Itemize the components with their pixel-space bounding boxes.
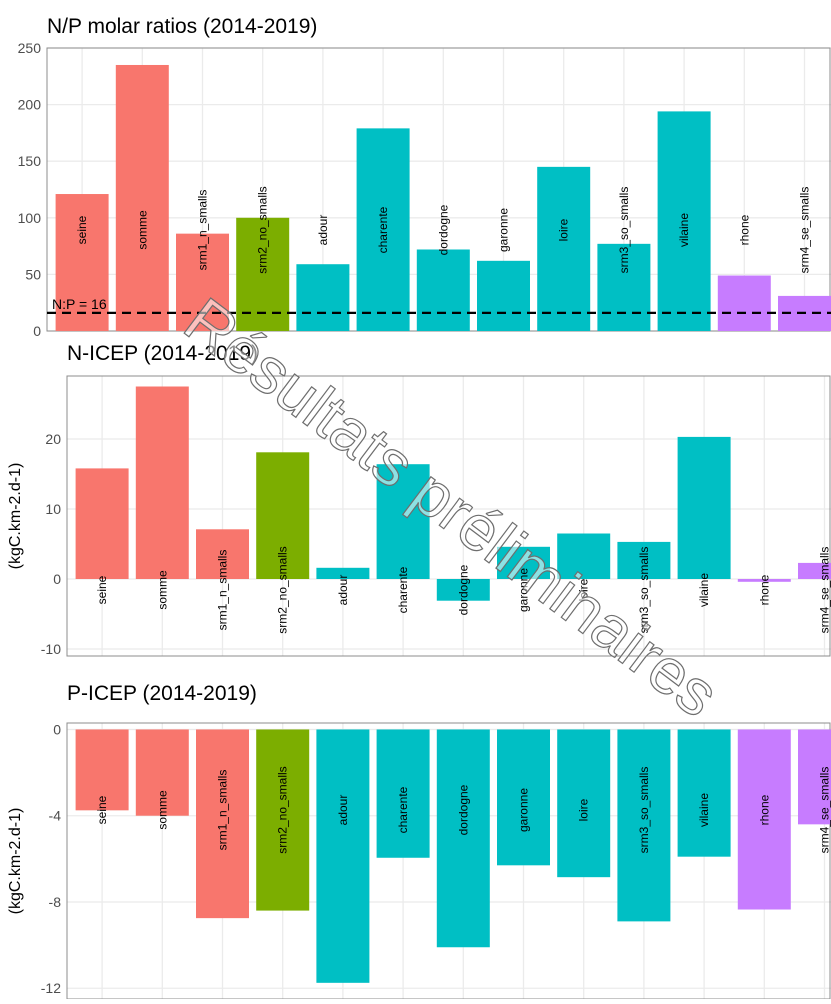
category-label: seine <box>95 575 109 604</box>
category-label: rhone <box>757 794 771 825</box>
panel-title: P-ICEP (2014-2019) <box>67 682 257 705</box>
category-label: srm3_so_smalls <box>617 187 631 274</box>
y-tick-label: 50 <box>25 266 41 282</box>
category-label: adour <box>316 215 330 246</box>
category-label: vilaine <box>697 793 711 827</box>
bar-adour <box>296 264 349 331</box>
y-tick-label: 10 <box>45 501 61 517</box>
category-label: somme <box>155 570 169 610</box>
category-label: somme <box>135 210 149 250</box>
category-label: srm4_se_smalls <box>818 547 831 634</box>
category-label: loire <box>577 798 591 821</box>
category-label: adour <box>336 575 350 606</box>
y-tick-label: 0 <box>53 571 61 587</box>
category-label: dordogne <box>456 564 470 615</box>
category-label: srm2_no_smalls <box>276 546 290 633</box>
y-axis-label: (kgC.km-2.d-1) <box>7 808 24 915</box>
category-label: vilaine <box>697 573 711 607</box>
category-label: srm3_so_smalls <box>637 767 651 854</box>
category-label: rhone <box>757 574 771 605</box>
bar-dordogne <box>417 249 470 331</box>
bar-loire <box>537 167 590 331</box>
reference-line-label: N:P = 16 <box>52 296 107 312</box>
category-label: adour <box>336 795 350 826</box>
y-tick-label: 0 <box>53 721 61 737</box>
category-label: garonne <box>497 208 511 252</box>
category-label: charente <box>396 566 410 613</box>
y-tick-label: -8 <box>49 894 62 910</box>
category-label: somme <box>155 790 169 830</box>
y-tick-label: 150 <box>18 153 42 169</box>
bar-somme <box>116 65 169 331</box>
category-label: loire <box>557 218 571 241</box>
category-label: seine <box>95 795 109 824</box>
category-label: rhone <box>737 214 751 245</box>
y-tick-label: 20 <box>45 431 61 447</box>
y-tick-label: 100 <box>18 210 42 226</box>
category-label: vilaine <box>677 213 691 247</box>
category-label: srm2_no_smalls <box>256 186 270 273</box>
y-tick-label: -10 <box>41 641 61 657</box>
y-tick-label: -12 <box>41 980 61 996</box>
bar-seine <box>76 468 129 579</box>
category-label: srm4_se_smalls <box>818 767 831 854</box>
y-tick-label: -4 <box>49 808 62 824</box>
y-axis-label: (kgC.km-2.d-1) <box>7 463 24 570</box>
category-label: seine <box>75 215 89 244</box>
bar-dordogne <box>437 729 490 947</box>
bar-vilaine <box>678 437 731 579</box>
category-label: srm1_n_smalls <box>216 550 230 631</box>
category-label: srm2_no_smalls <box>276 766 290 853</box>
category-label: dordogne <box>436 204 450 255</box>
category-label: charente <box>376 206 390 253</box>
category-label: charente <box>396 786 410 833</box>
bar-rhone <box>718 276 771 331</box>
category-label: garonne <box>517 788 531 832</box>
category-label: srm1_n_smalls <box>196 190 210 271</box>
y-tick-label: 200 <box>18 97 42 113</box>
bar-adour <box>316 729 369 982</box>
category-label: dordogne <box>456 784 470 835</box>
bar-garonne <box>477 261 530 331</box>
y-tick-label: 250 <box>18 40 42 56</box>
panel-title: N/P molar ratios (2014-2019) <box>47 15 317 38</box>
category-label: srm1_n_smalls <box>216 770 230 851</box>
watermark-text: Résultats préliminaires <box>172 284 732 731</box>
bar-somme <box>136 387 189 580</box>
y-tick-label: 0 <box>33 323 41 339</box>
category-label: srm4_se_smalls <box>798 187 812 274</box>
